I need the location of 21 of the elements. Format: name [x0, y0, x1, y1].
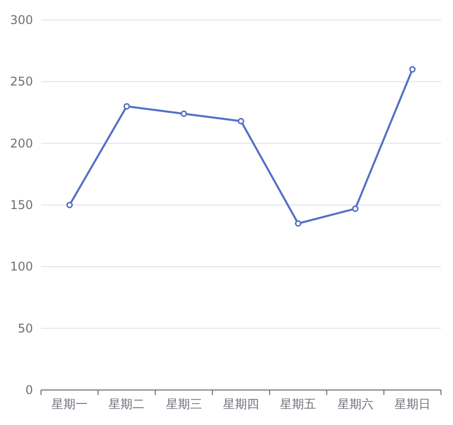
point	[180, 110, 188, 117]
x-tick-label: 星期三	[166, 397, 202, 411]
point	[294, 220, 302, 227]
y-tick-label: 0	[25, 383, 33, 397]
point	[66, 202, 73, 208]
x-tick-label: 星期五	[280, 397, 316, 411]
y-tick-label: 150	[10, 198, 33, 212]
x-tick-label: 星期二	[108, 397, 145, 411]
y-tick-label: 50	[18, 321, 33, 336]
y-tick-label: 250	[10, 74, 33, 89]
y-tick-label: 200	[10, 136, 33, 150]
point	[238, 118, 244, 124]
x-tick-label: 星期四	[223, 397, 259, 411]
x-tick-label: 星期日	[394, 397, 430, 411]
point	[123, 103, 130, 110]
point	[409, 66, 416, 73]
point	[352, 205, 359, 212]
y-tick-label: 300	[10, 13, 33, 27]
x-tick-label: 星期六	[337, 397, 374, 411]
y-tick-label: 100	[10, 260, 33, 274]
x-tick-label: 星期一	[52, 397, 88, 411]
